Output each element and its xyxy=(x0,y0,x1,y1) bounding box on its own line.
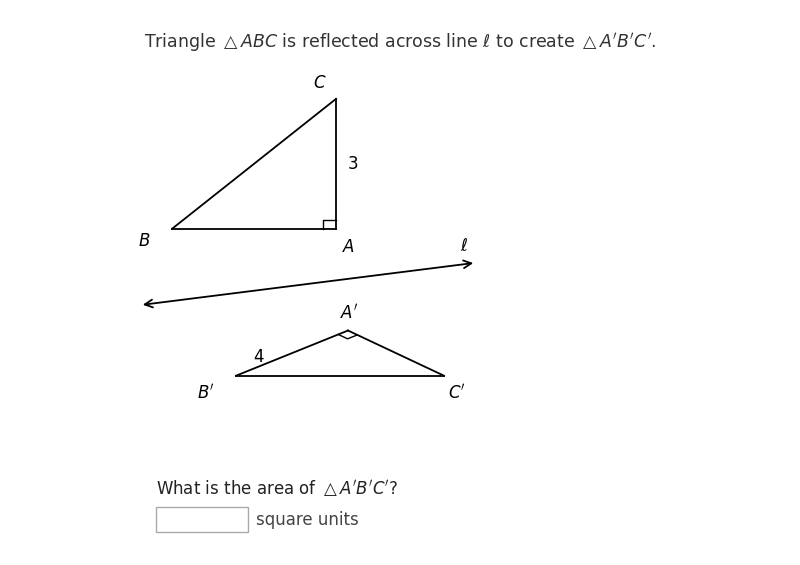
Text: 4: 4 xyxy=(254,348,264,366)
Text: $C$: $C$ xyxy=(313,73,326,92)
Text: 3: 3 xyxy=(348,155,358,173)
Text: $A$: $A$ xyxy=(342,238,355,257)
Text: $B'$: $B'$ xyxy=(197,383,214,402)
Text: $\ell$: $\ell$ xyxy=(460,237,468,255)
Text: square units: square units xyxy=(256,511,358,529)
Text: Triangle $\triangle ABC$ is reflected across line $\ell$ to create $\triangle A': Triangle $\triangle ABC$ is reflected ac… xyxy=(144,31,656,54)
Text: $B$: $B$ xyxy=(138,232,150,250)
Text: What is the area of $\triangle A'B'C'$?: What is the area of $\triangle A'B'C'$? xyxy=(156,478,398,499)
Text: $A'$: $A'$ xyxy=(340,303,359,322)
Bar xyxy=(156,507,248,532)
Text: $C'$: $C'$ xyxy=(448,383,466,402)
